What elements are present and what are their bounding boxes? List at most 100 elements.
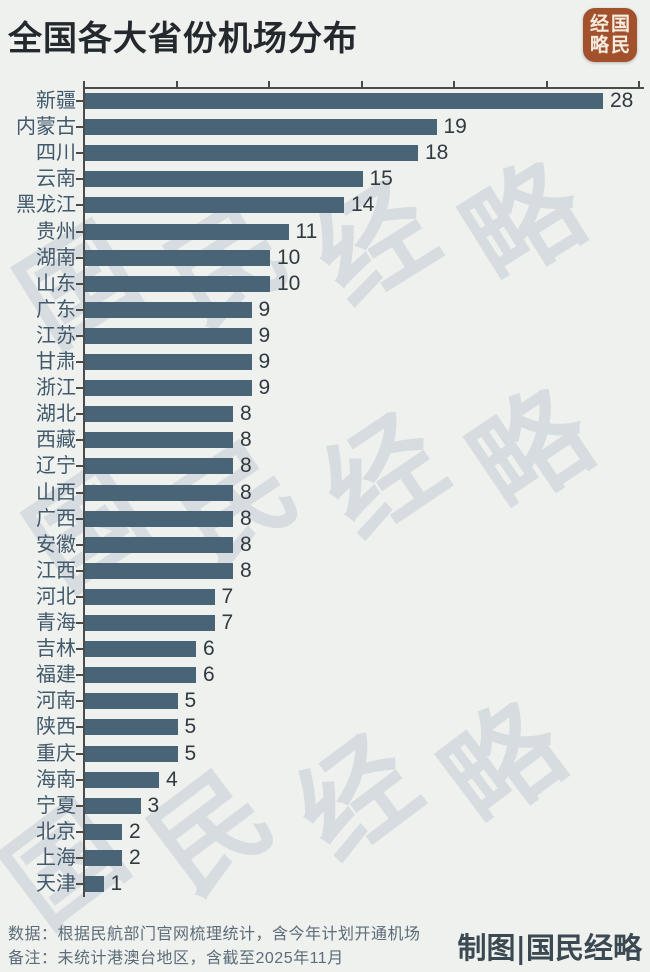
bar	[85, 354, 252, 370]
category-tick	[76, 648, 83, 651]
credit-signature: 制图|国民经略	[457, 931, 642, 965]
bar	[85, 510, 233, 527]
value-label: 15	[369, 167, 393, 191]
value-label: 6	[203, 663, 215, 687]
remark-note: 备注：未统计港澳台地区，含截至2025年11月	[8, 950, 344, 967]
value-label: 8	[240, 454, 252, 478]
category-label: 辽宁	[36, 455, 76, 478]
category-label: 吉林	[36, 638, 76, 661]
category-label: 江西	[36, 559, 76, 582]
category-tick	[76, 282, 83, 285]
category-tick	[76, 622, 83, 624]
category-tick	[76, 804, 83, 807]
category-label: 青海	[36, 612, 76, 634]
category-tick	[76, 674, 83, 677]
value-label: 3	[147, 793, 160, 817]
category-tick	[76, 778, 83, 781]
category-tick	[76, 726, 83, 729]
category-label: 陕西	[36, 716, 76, 739]
bar	[85, 536, 233, 553]
bar	[85, 797, 141, 814]
category-label: 甘肃	[36, 351, 76, 373]
bar	[85, 171, 363, 188]
category-label: 江苏	[36, 324, 76, 347]
category-tick	[76, 230, 83, 233]
category-label: 上海	[36, 846, 76, 869]
value-label: 9	[258, 350, 271, 373]
category-label: 广东	[36, 298, 76, 321]
bar	[85, 693, 178, 710]
bar	[85, 667, 196, 684]
category-label: 新疆	[36, 90, 76, 112]
logo-char: 民	[610, 34, 630, 56]
category-label: 河南	[36, 690, 76, 713]
bar	[85, 327, 252, 344]
category-label: 安徽	[36, 533, 76, 556]
axis-tick	[638, 81, 640, 87]
bar	[85, 380, 252, 397]
category-tick	[76, 126, 83, 129]
value-label: 8	[240, 532, 252, 556]
category-label: 北京	[36, 820, 76, 843]
bar	[85, 93, 603, 109]
x-axis-line	[83, 87, 644, 89]
logo-char: 略	[589, 34, 609, 56]
bar	[85, 458, 233, 475]
bar	[85, 562, 233, 579]
category-tick	[76, 334, 83, 337]
bar	[85, 615, 215, 631]
value-label: 11	[295, 219, 318, 243]
bar	[85, 588, 215, 605]
category-label: 四川	[36, 142, 76, 165]
category-tick	[76, 361, 83, 363]
bar	[85, 849, 122, 866]
category-label: 海南	[36, 768, 76, 791]
value-label: 2	[129, 845, 141, 869]
category-tick	[76, 856, 83, 859]
category-tick	[76, 465, 83, 468]
value-label: 19	[443, 115, 467, 139]
bar	[85, 771, 159, 788]
value-label: 4	[166, 767, 178, 791]
category-tick	[76, 830, 83, 833]
category-label: 浙江	[36, 377, 76, 400]
value-label: 10	[277, 271, 301, 295]
category-tick	[76, 152, 83, 155]
bar	[85, 484, 233, 501]
bar	[85, 406, 233, 423]
bar	[85, 745, 178, 762]
category-label: 山东	[36, 272, 76, 295]
category-tick	[76, 883, 83, 885]
category-label: 黑龙江	[16, 194, 76, 217]
category-tick	[76, 413, 83, 416]
value-label: 8	[240, 558, 252, 582]
brand-logo: 经 国 略 民	[583, 8, 637, 62]
category-label: 广西	[36, 507, 76, 530]
category-tick	[76, 439, 83, 442]
value-label: 9	[258, 297, 271, 321]
category-label: 重庆	[36, 742, 76, 765]
bar	[85, 249, 270, 266]
bar	[85, 641, 196, 658]
category-label: 湖南	[36, 246, 76, 269]
category-tick	[76, 543, 83, 546]
bar	[85, 223, 289, 240]
value-label: 18	[425, 141, 449, 165]
value-label: 7	[221, 584, 234, 608]
value-label: 1	[110, 872, 123, 895]
category-tick	[76, 204, 83, 207]
category-label: 福建	[36, 664, 76, 687]
axis-tick	[83, 81, 85, 87]
value-label: 9	[258, 376, 271, 400]
category-tick	[76, 308, 83, 311]
bar	[85, 197, 344, 214]
category-label: 天津	[36, 873, 76, 895]
category-tick	[76, 256, 83, 259]
bar	[85, 119, 437, 136]
category-tick	[76, 569, 83, 572]
category-label: 河北	[36, 585, 76, 608]
category-tick	[76, 752, 83, 755]
category-tick	[76, 700, 83, 703]
